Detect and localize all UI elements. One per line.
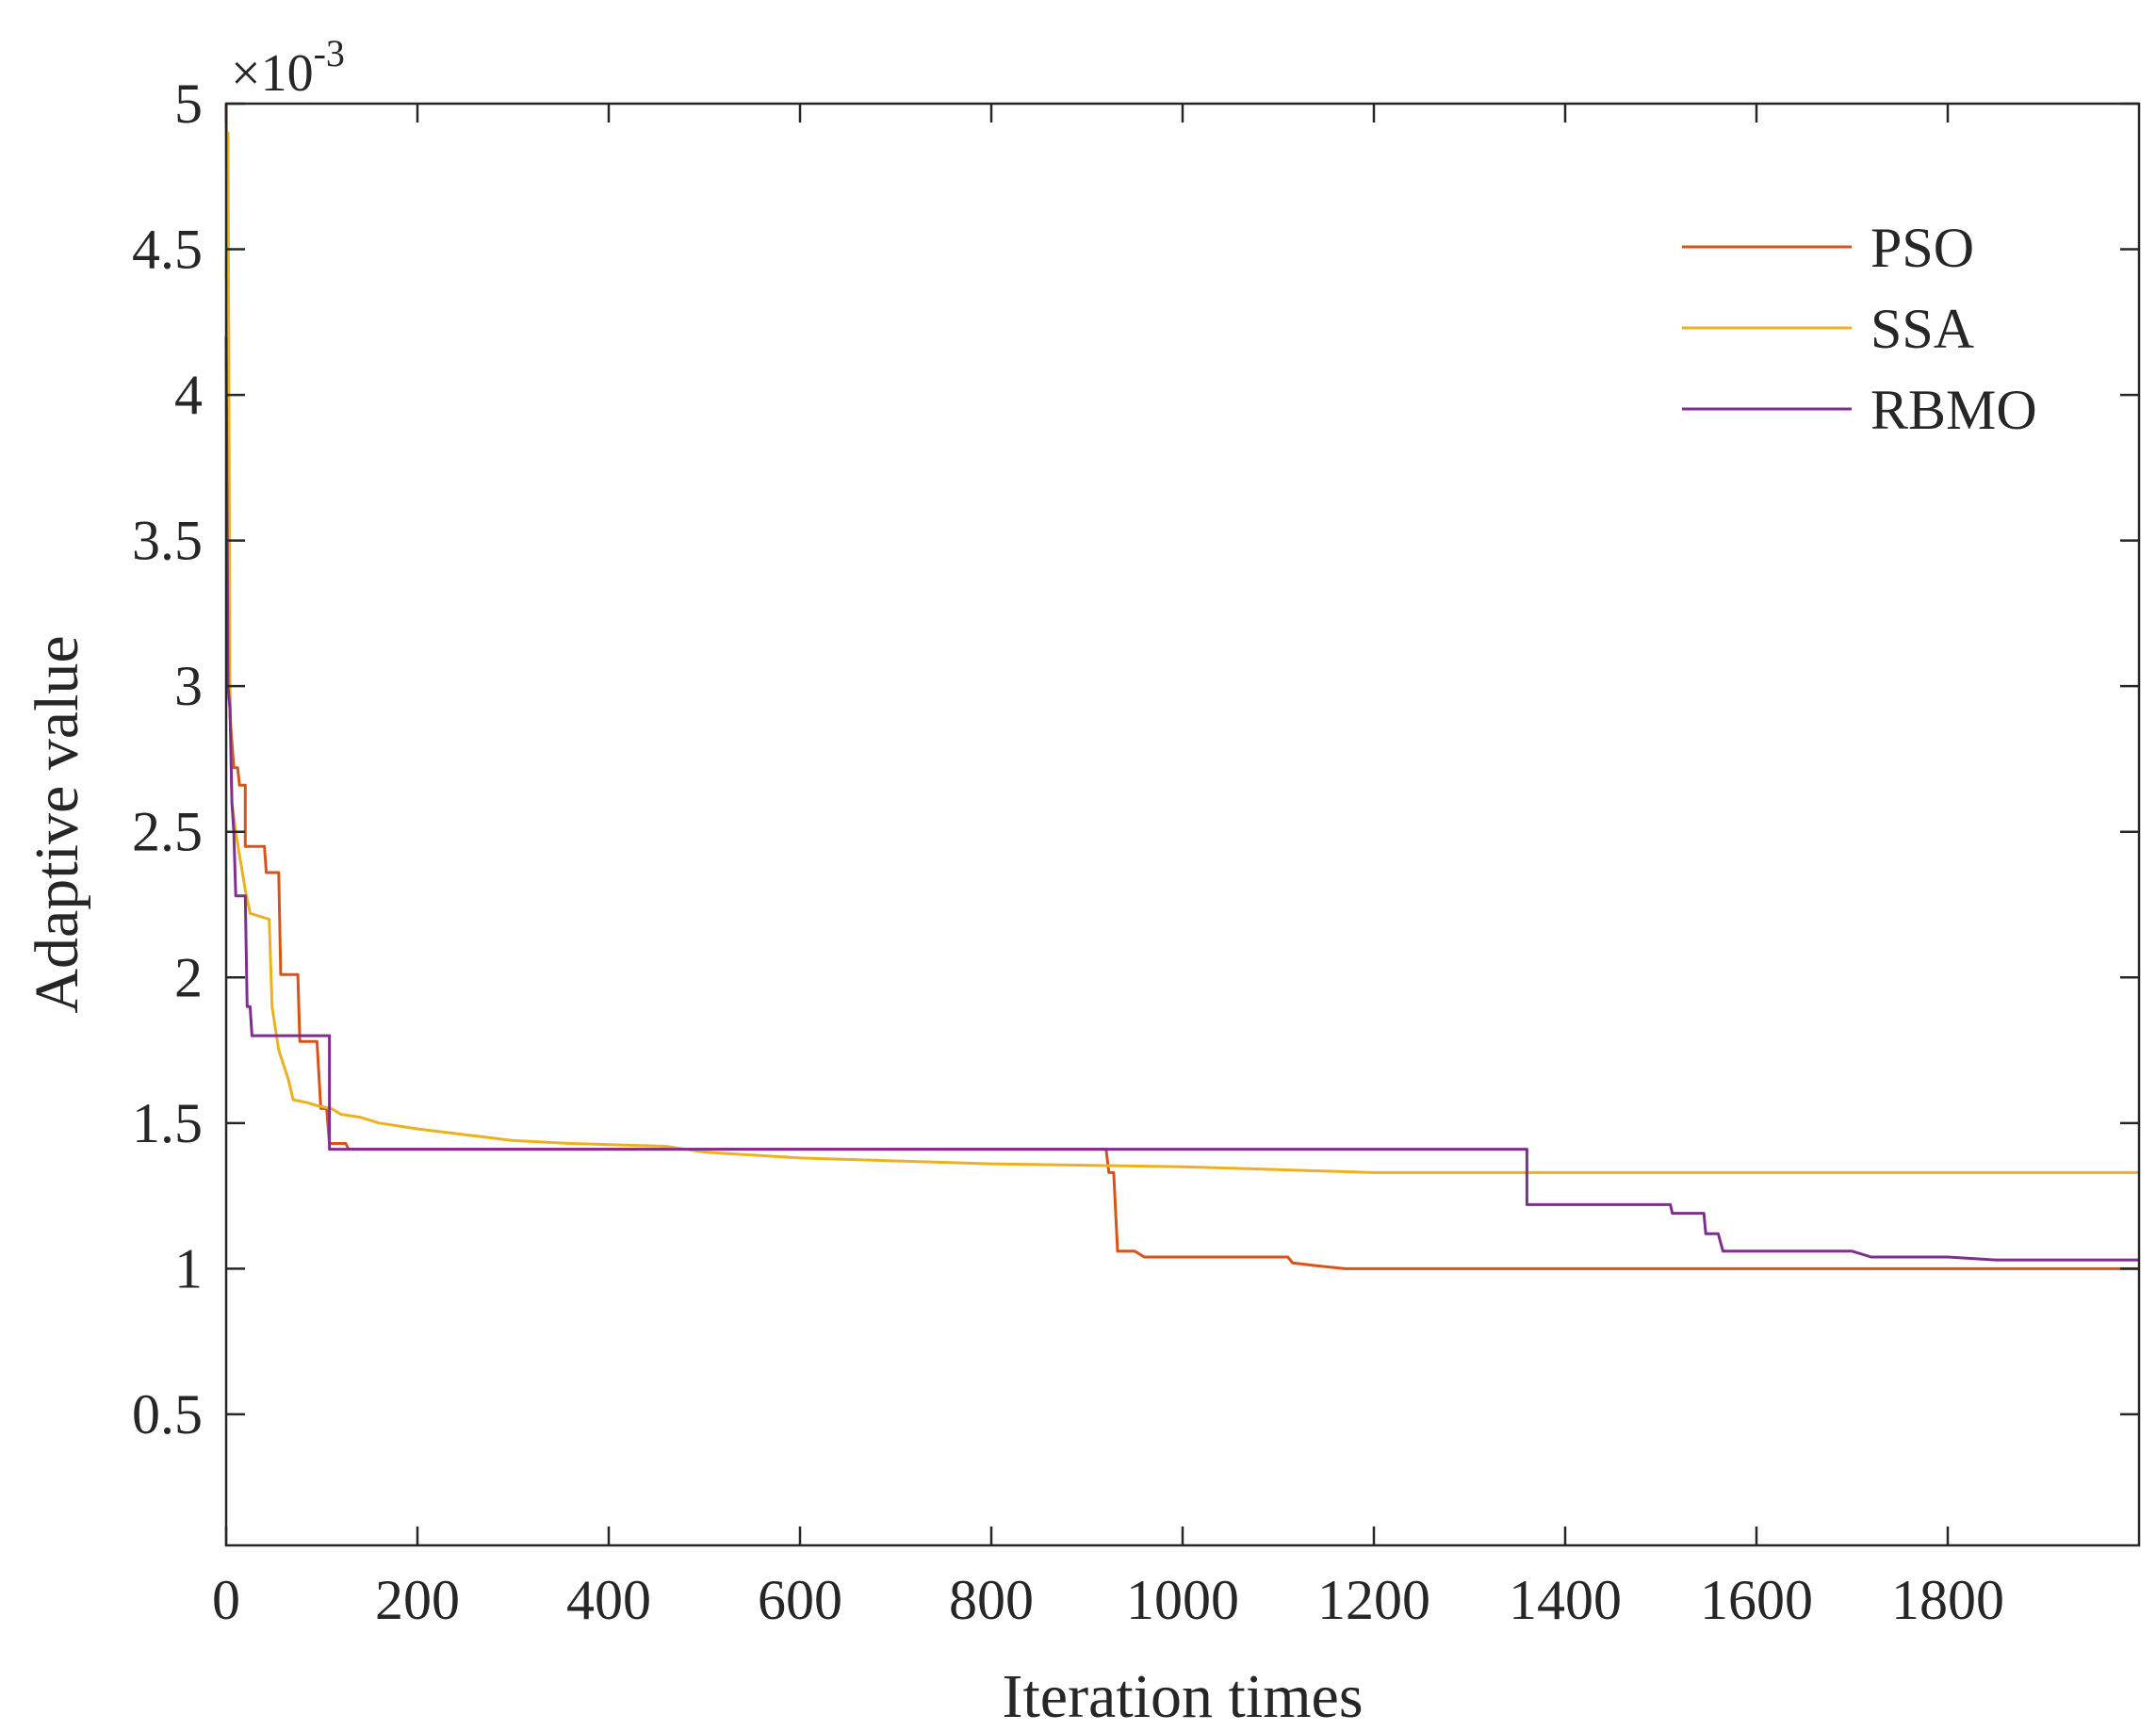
y-tick-label: 3.5 — [132, 510, 203, 572]
y-tick-label: 1 — [174, 1237, 203, 1299]
y-tick-label: 5 — [174, 73, 203, 135]
y-tick-label: 2.5 — [132, 801, 203, 863]
y-tick-label: 3 — [174, 655, 203, 717]
y-tick-label: 2 — [174, 946, 203, 1008]
y-exponent-base: ×10 — [231, 44, 314, 103]
x-tick-label: 200 — [375, 1569, 460, 1631]
y-tick-label: 4.5 — [132, 219, 203, 281]
legend-label-ssa: SSA — [1870, 298, 1974, 360]
series-layer — [224, 103, 2139, 1270]
series-line-ssa — [224, 131, 2139, 1174]
x-axis-title: Iteration times — [1002, 1662, 1363, 1731]
legend-label-pso: PSO — [1870, 217, 1974, 279]
x-tick-label: 1600 — [1700, 1569, 1813, 1631]
x-ticks: 0 200 400 600 800 1000 1200 1400 1600 1800 — [212, 104, 2004, 1631]
x-tick-label: 1000 — [1126, 1569, 1239, 1631]
x-tick-label: 600 — [758, 1569, 842, 1631]
plot-background — [226, 104, 2139, 1545]
y-ticks: 0.5 1 1.5 2 2.5 3 3.5 4 4.5 5 — [132, 73, 2139, 1445]
y-tick-label: 1.5 — [132, 1092, 203, 1154]
legend-label-rbmo: RBMO — [1870, 379, 2037, 441]
y-tick-label: 0.5 — [132, 1383, 203, 1445]
y-exponent-label: ×10-3 — [231, 32, 345, 103]
y-axis-title: Adaptive value — [23, 635, 91, 1013]
x-tick-label: 400 — [566, 1569, 651, 1631]
y-exponent-power: -3 — [314, 32, 345, 74]
x-tick-label: 1400 — [1509, 1569, 1622, 1631]
x-tick-label: 800 — [949, 1569, 1034, 1631]
series-line-rbmo — [224, 336, 2139, 1262]
legend: PSO SSA RBMO — [1682, 217, 2037, 441]
x-tick-label: 0 — [212, 1569, 240, 1631]
x-tick-label: 1800 — [1891, 1569, 2004, 1631]
x-tick-label: 1200 — [1317, 1569, 1430, 1631]
y-tick-label: 4 — [174, 364, 203, 426]
